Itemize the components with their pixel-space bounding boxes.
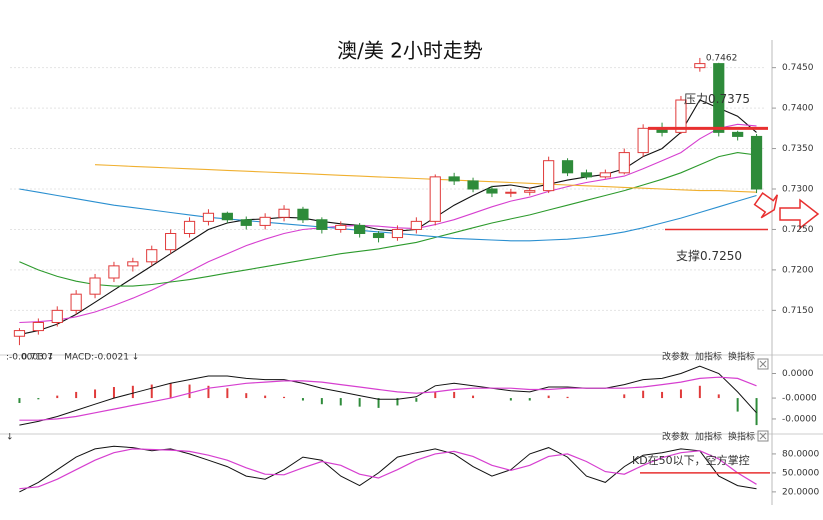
candle-body [486,188,498,194]
candle-body [278,208,290,218]
y-tick-label: 0.7150 [782,306,814,316]
y-tick-label: 50.0000 [782,468,819,478]
candle-body [89,277,101,295]
candle-body [429,176,441,222]
ma-line [19,123,757,324]
y-tick-label: 0.7250 [782,225,814,235]
candle-body [599,172,611,178]
support-label: 支撑0.7250 [676,248,742,263]
candle-body [297,208,309,221]
d-line [19,448,757,490]
indicator-button[interactable]: 改参数 [662,351,689,363]
candle-body [618,152,630,174]
y-tick-label: 0.0000 [782,369,814,379]
candle-body [335,224,347,230]
indicator-header: MACD:-0.0021 ↓ [64,353,139,363]
candle-body [183,220,196,235]
candle-body [448,176,460,182]
arrow-icon [779,198,820,230]
candle-body [146,249,158,263]
y-tick-label: -0.0000 [782,414,817,424]
candle-body [259,216,271,226]
candle-body [32,321,44,332]
candle-body [221,212,233,221]
candle-body [713,63,725,133]
indicator-header: ↓ [6,433,14,443]
indicator-button[interactable]: 加指标 [695,431,722,443]
candle-body [561,160,574,174]
candle-body [467,180,479,190]
y-tick-label: -0.0000 [782,394,817,404]
indicator-button[interactable]: 换指标 [728,351,755,363]
candle-body [372,233,385,239]
dif-line [19,365,757,426]
level-label: KD在50以下，空方掌控 [632,453,750,467]
candle-body [732,131,744,137]
arrow-icon [753,192,779,219]
candle-body [410,220,422,230]
y-tick-label: 0.7400 [782,104,814,114]
chart-title: 澳/美 2小时走势 [337,39,483,63]
y-tick-label: 0.7200 [782,265,814,275]
indicator-button[interactable]: 加指标 [695,351,722,363]
ma-line [94,164,757,193]
candle-body [13,330,26,337]
y-tick-label: 80.0000 [782,449,819,459]
candle-body [637,127,649,154]
ma-line [19,99,757,336]
candle-body [543,160,555,192]
candle-body [675,99,687,133]
indicator-button[interactable]: 换指标 [728,431,755,443]
close-icon[interactable] [757,358,769,370]
indicator-button[interactable]: 改参数 [662,431,689,443]
y-tick-label: 20.0000 [782,487,819,497]
candle-body [127,261,139,267]
candle-body [51,309,63,323]
candle-body [694,63,706,69]
candle-body [202,212,215,222]
dea-line [19,376,757,421]
candle-body [580,172,593,178]
candle-body [240,219,252,226]
candle-body [524,190,536,193]
high-label: 0.7462 [706,53,738,63]
candle-body [70,293,82,311]
candle-body [165,233,177,251]
ma-line [19,188,757,242]
y-tick-label: 0.7350 [782,144,814,154]
candle-body [505,191,517,194]
candle-body [316,219,328,230]
candle-body [750,135,763,190]
indicator-header: :-0.0003 ↓ [6,353,54,363]
resistance-label: 压力0.7375 [684,92,750,106]
y-tick-label: 0.7300 [782,185,814,195]
candle-body [108,265,120,279]
low-label: 0.7107 [21,353,53,363]
candle-body [354,224,366,235]
close-icon[interactable] [757,430,769,442]
candle-body [391,228,404,239]
y-tick-label: 0.7450 [782,63,814,73]
